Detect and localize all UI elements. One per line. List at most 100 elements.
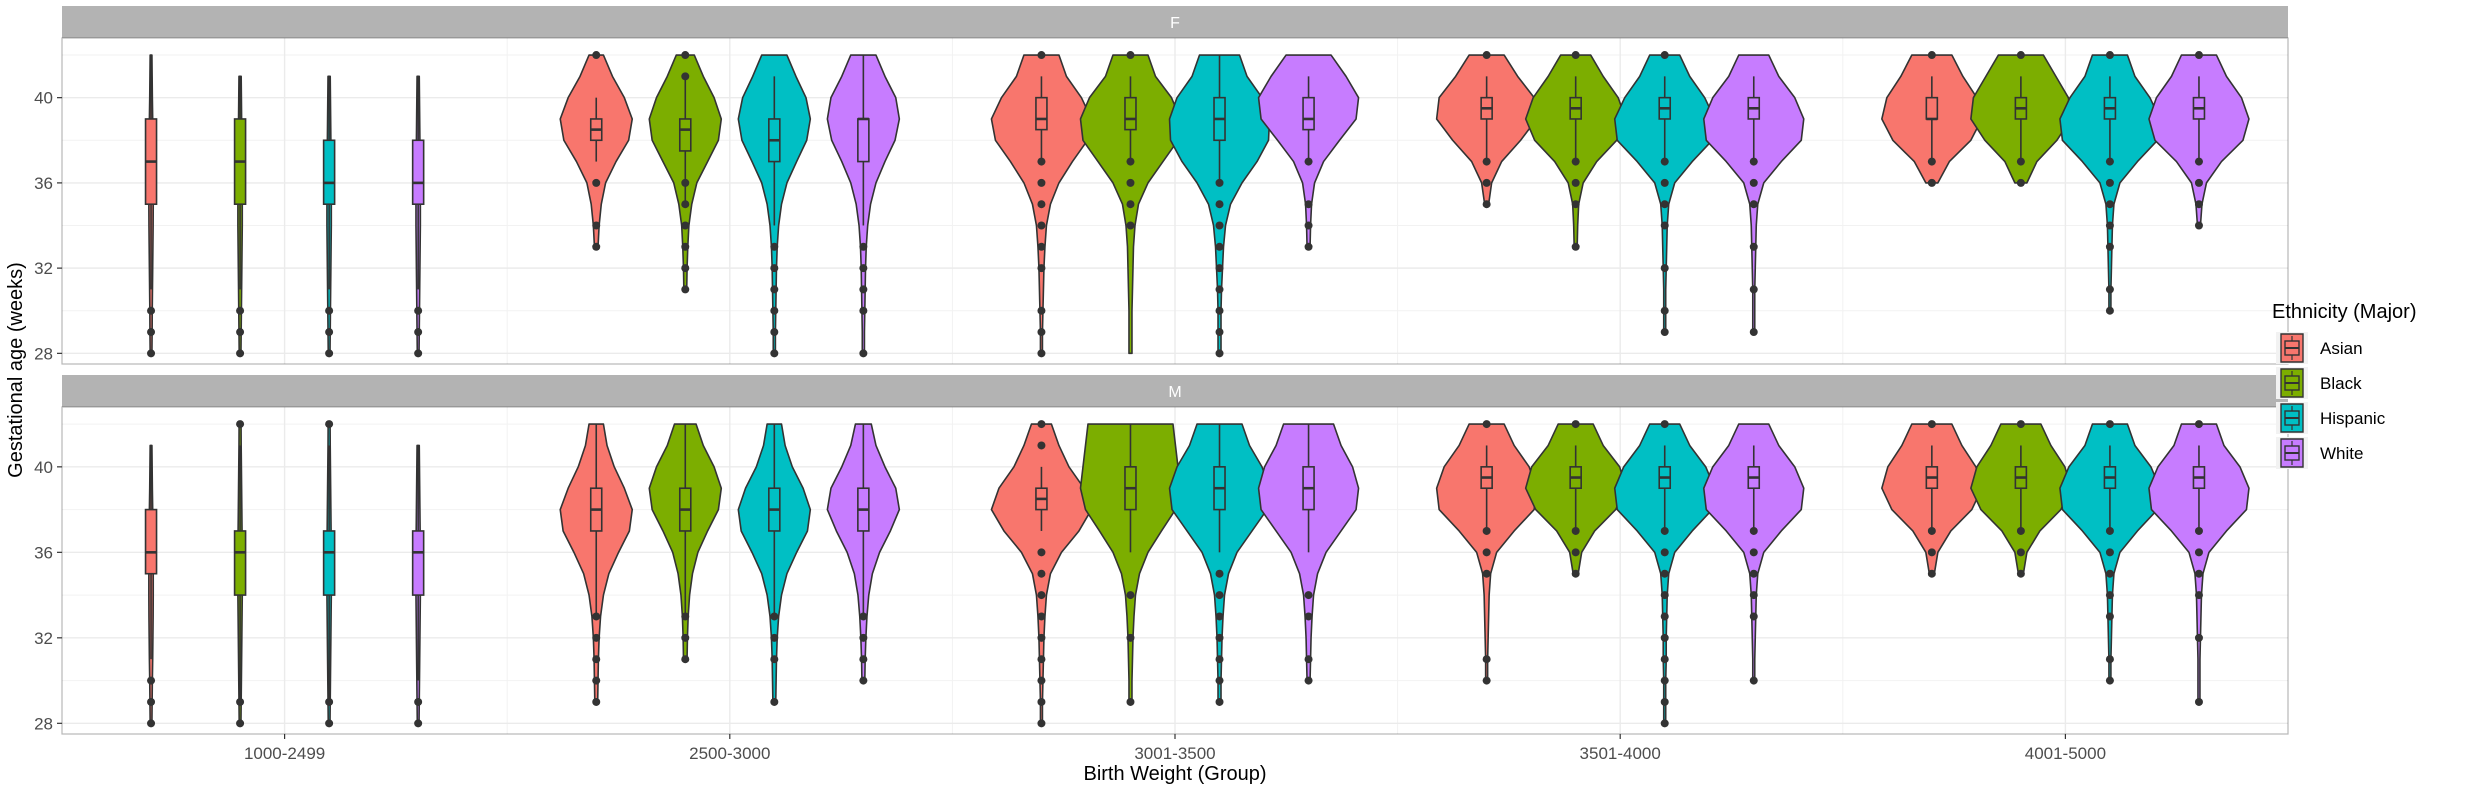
outlier-point [1571,569,1580,578]
outlier-point [1037,51,1046,60]
outlier-point [592,633,601,642]
outlier-point [1749,612,1758,621]
outlier-point [681,285,690,294]
outlier-point [1660,157,1669,166]
outlier-point [1660,569,1669,578]
outlier-point [2194,633,2203,642]
outlier-point [2194,591,2203,600]
box-body [1124,96,1137,131]
outlier-point [2194,200,2203,209]
outlier-point [859,349,868,358]
violin-group [322,75,336,358]
outlier-point [2016,569,2025,578]
outlier-point [1571,178,1580,187]
outlier-point [1215,697,1224,706]
violin-group [2059,420,2161,685]
violin-group [233,420,247,728]
box-body [322,530,336,596]
legend-title: Ethnicity (Major) [2272,301,2416,323]
outlier-point [1749,242,1758,251]
outlier-point [1660,221,1669,230]
violin-group [1970,420,2072,578]
legend-keys: Asian Black Hispanic White [2276,332,2386,469]
violin-shape [2148,423,2250,703]
outlier-point [147,697,156,706]
outlier-point [1660,51,1669,60]
outlier-point [1304,612,1313,621]
outlier-point [2105,591,2114,600]
outlier-point [1660,697,1669,706]
outlier-point [1304,242,1313,251]
outlier-point [1571,157,1580,166]
panel-border [61,37,2289,365]
outlier-point [770,655,779,664]
outlier-point [1660,633,1669,642]
outlier-point [859,242,868,251]
outlier-point [859,655,868,664]
outlier-point [592,51,601,60]
outlier-point [1749,200,1758,209]
outlier-point [1660,200,1669,209]
outlier-point [1126,697,1135,706]
y-tick-label: 36 [34,174,53,193]
outlier-point [236,697,245,706]
facet-strip-label: M [1168,384,1181,401]
y-tick-label: 32 [34,259,53,278]
x-tick-label: 1000-2499 [244,744,325,763]
outlier-point [1037,591,1046,600]
outlier-point [2105,420,2114,429]
outlier-point [681,655,690,664]
outlier-point [592,676,601,685]
outlier-point [2016,157,2025,166]
facet-strip [62,6,2288,38]
outlier-point [2105,51,2114,60]
outlier-point [1927,51,1936,60]
outlier-point [147,676,156,685]
violin-shape [1257,423,1360,682]
violin-group [1524,51,1627,251]
legend-label-black: Black [2320,374,2362,393]
box-body [1302,96,1315,131]
y-axis-title: Gestational age (weeks) [5,262,27,478]
outlier-point [1304,200,1313,209]
outlier-point [2105,569,2114,578]
outlier-point [414,719,423,728]
y-tick-label: 28 [34,344,53,363]
violin-group [1881,51,1983,187]
outlier-point [1215,221,1224,230]
box-body [411,530,425,596]
outlier-point [859,612,868,621]
outlier-point [681,200,690,209]
outlier-point [1215,349,1224,358]
y-tick-label: 28 [34,714,53,733]
violin-group [1168,423,1271,706]
outlier-point [859,676,868,685]
outlier-point [1215,178,1224,187]
outlier-point [1126,178,1135,187]
outlier-point [325,719,334,728]
x-axis-title: Birth Weight (Group) [1083,763,1266,785]
outlier-point [1037,655,1046,664]
outlier-point [325,306,334,315]
outlier-point [1482,526,1491,535]
box-body [322,139,336,205]
violin-group [1079,423,1182,706]
outlier-point [2105,612,2114,621]
violin-group [2148,51,2250,230]
violin-group [1435,51,1538,209]
violin-shape [1702,54,1805,333]
outlier-point [1215,200,1224,209]
outlier-point [2016,548,2025,557]
outlier-point [592,655,601,664]
outlier-point [414,328,423,337]
violin-shape [1168,423,1271,703]
outlier-point [1037,569,1046,578]
outlier-point [2194,157,2203,166]
violin-group [737,423,812,706]
violin-group [1702,423,1805,685]
violin-group [1168,54,1271,358]
outlier-point [1037,306,1046,315]
outlier-point [1571,51,1580,60]
violin-group [322,420,336,728]
box-body [411,139,425,205]
